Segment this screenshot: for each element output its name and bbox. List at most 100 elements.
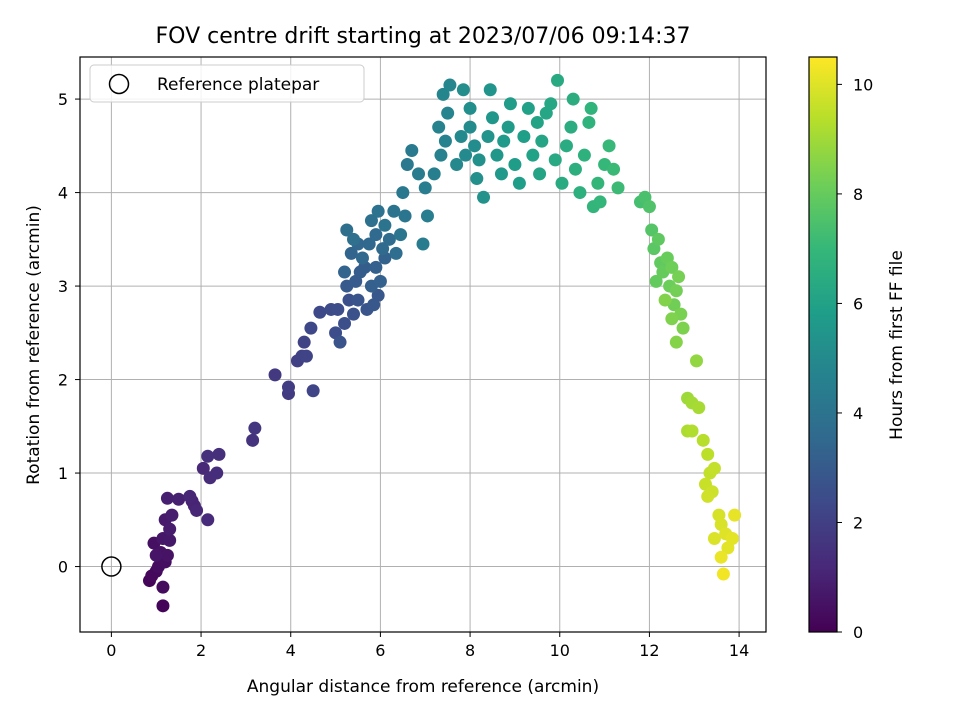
data-point [485,111,499,125]
data-point [369,260,383,274]
x-tick-label: 8 [465,641,475,660]
data-point [468,139,482,153]
data-point [427,167,441,181]
data-point [716,567,730,581]
x-axis-label: Angular distance from reference (arcmin) [247,677,599,697]
grid [80,57,766,632]
data-point [441,106,455,120]
data-point [438,134,452,148]
data-point [342,293,356,307]
legend-marker-icon [108,73,130,95]
data-point [156,580,170,594]
data-point [551,73,565,87]
plot-frame [79,56,767,633]
y-tick-label: 1 [58,464,68,483]
data-point [362,237,376,251]
data-point [497,134,511,148]
data-point [432,120,446,134]
data-point [483,83,497,97]
x-tick-label: 10 [550,641,570,660]
data-point [494,167,508,181]
data-point [533,167,547,181]
data-point [338,265,352,279]
data-point [450,158,464,172]
data-point [602,139,616,153]
data-point [707,532,721,546]
data-point [304,321,318,335]
data-point [149,548,163,562]
data-point [373,274,387,288]
data-point [333,335,347,349]
data-point [396,186,410,200]
data-point [371,204,385,218]
data-point [340,223,354,237]
colorbar-tick-label: 10 [853,75,873,94]
data-point [584,101,598,115]
data-point [566,92,580,106]
data-point [555,176,569,190]
data-point [501,120,515,134]
data-point [463,101,477,115]
legend-box [89,64,365,103]
data-point [394,228,408,242]
data-point [472,153,486,167]
data-point [331,302,345,316]
x-tick-label: 14 [729,641,749,660]
data-point [611,181,625,195]
x-tick-label: 4 [286,641,296,660]
data-point [347,307,361,321]
data-point [568,162,582,176]
data-point [593,195,607,209]
reference-marker [101,556,122,577]
data-point [347,232,361,246]
data-point [268,368,282,382]
data-point [692,401,706,415]
data-point [382,232,396,246]
data-point [412,167,426,181]
data-points [101,73,742,613]
x-tick-label: 2 [196,641,206,660]
data-point [607,162,621,176]
data-point [299,349,313,363]
data-point [577,148,591,162]
data-point [470,172,484,186]
data-point [707,461,721,475]
data-point [714,550,728,564]
data-point [649,274,663,288]
data-point [685,424,699,438]
x-tick-label: 12 [639,641,659,660]
data-point [490,148,504,162]
colorbar-gradient [809,57,837,632]
data-point [160,491,174,505]
colorbar-tick-label: 8 [853,185,863,204]
data-point [544,97,558,111]
data-point [416,237,430,251]
data-point [369,228,383,242]
data-point [676,321,690,335]
data-point [559,139,573,153]
data-point [351,293,365,307]
data-point [156,599,170,613]
data-point [701,489,715,503]
data-point [398,209,412,223]
data-point [420,209,434,223]
y-tick-label: 3 [58,277,68,296]
colorbar-tick-label: 4 [853,404,863,423]
data-point [665,260,679,274]
y-tick-label: 0 [58,558,68,577]
data-point [582,115,596,129]
data-point [481,129,495,143]
data-point [163,522,177,536]
data-point [517,129,531,143]
data-point [201,513,215,527]
data-point [512,176,526,190]
data-point [526,148,540,162]
data-point [690,354,704,368]
chart-title: FOV centre drift starting at 2023/07/06 … [156,24,691,49]
data-point [669,284,683,298]
data-point [210,466,224,480]
y-tick-label: 2 [58,371,68,390]
colorbar-tick-label: 2 [853,513,863,532]
legend-entry: Reference platepar [157,75,319,95]
data-point [378,218,392,232]
